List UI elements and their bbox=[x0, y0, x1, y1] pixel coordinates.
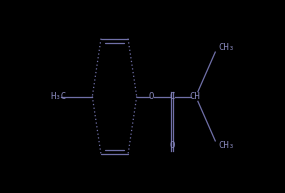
Text: H₃C: H₃C bbox=[51, 92, 67, 101]
Text: O: O bbox=[170, 141, 175, 150]
Text: CH: CH bbox=[189, 92, 200, 101]
Text: CH₃: CH₃ bbox=[219, 43, 235, 52]
Text: C: C bbox=[170, 92, 175, 101]
Text: O: O bbox=[148, 92, 154, 101]
Text: CH₃: CH₃ bbox=[219, 141, 235, 150]
